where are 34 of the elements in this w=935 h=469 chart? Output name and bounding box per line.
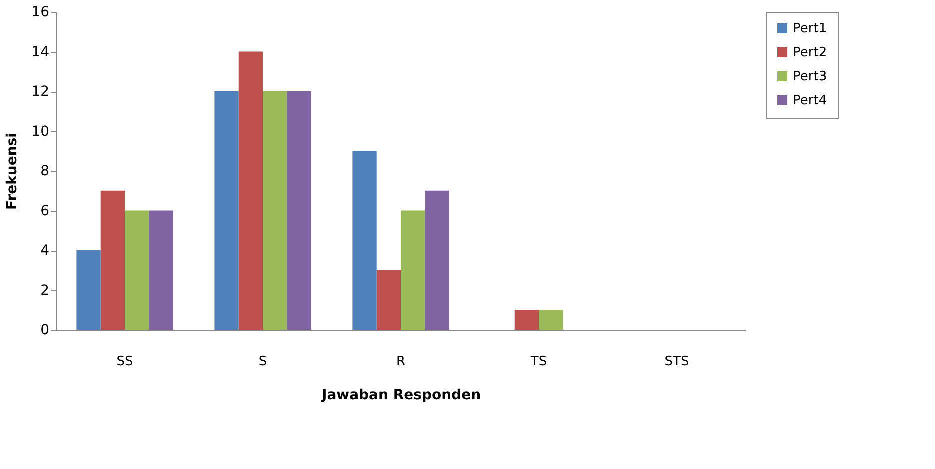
- bar: [76, 250, 101, 330]
- bar: [352, 151, 377, 330]
- y-tick-label: 0: [40, 322, 50, 338]
- legend-label: Pert3: [793, 70, 828, 84]
- x-axis-title: Jawaban Responden: [320, 388, 482, 404]
- bar: [401, 210, 426, 330]
- y-tick-label: 4: [40, 243, 50, 259]
- bar: [376, 270, 401, 330]
- x-tick-label: SS: [116, 354, 134, 370]
- bar: [263, 92, 288, 330]
- y-tick-label: 2: [40, 282, 50, 299]
- legend-label: Pert2: [793, 46, 828, 60]
- bar: [287, 92, 312, 330]
- bar: [149, 210, 174, 330]
- bar: [539, 310, 564, 330]
- bar: [100, 190, 125, 330]
- legend-label: Pert1: [793, 22, 828, 36]
- y-tick-label: 6: [40, 203, 50, 220]
- bar: [238, 52, 263, 330]
- y-axis-title: Frekuensi: [4, 133, 21, 210]
- bar: [214, 92, 239, 330]
- y-tick-label: 14: [32, 44, 50, 60]
- bar: [125, 210, 150, 330]
- bar: [514, 310, 539, 330]
- y-tick-label: 10: [32, 124, 50, 140]
- legend-label: Pert4: [793, 94, 828, 108]
- x-tick-label: STS: [664, 354, 690, 370]
- x-tick-label: R: [396, 354, 406, 370]
- y-tick-label: 8: [40, 164, 50, 180]
- y-tick-label: 12: [32, 84, 50, 100]
- bar: [425, 190, 450, 330]
- x-tick-label: TS: [530, 354, 548, 370]
- y-tick-label: 16: [32, 4, 50, 20]
- x-tick-label: S: [258, 354, 268, 370]
